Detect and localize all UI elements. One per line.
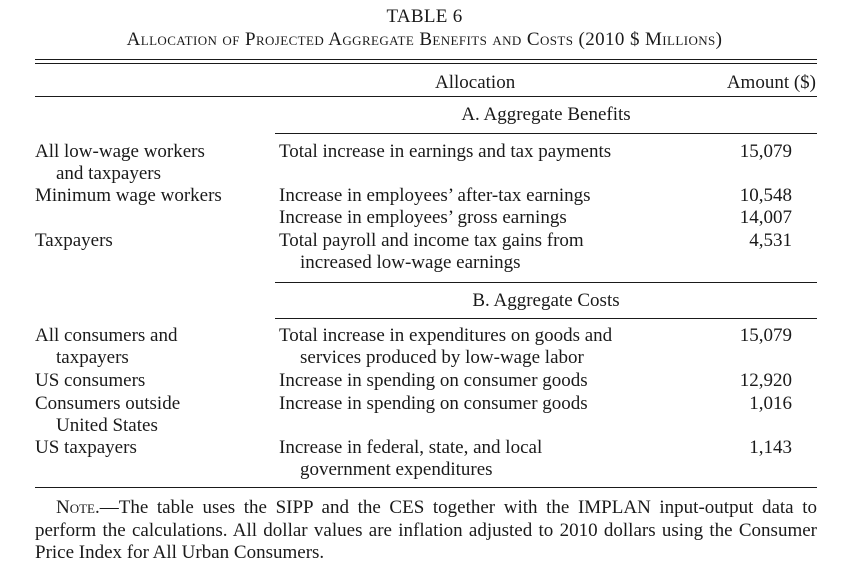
table-row-allocation: Total payroll and income tax gains from … xyxy=(279,230,584,275)
table-row-amount: 14,007 xyxy=(739,207,792,228)
table-row-group-label: US consumers xyxy=(35,370,145,392)
note-text: The table uses the SIPP and the CES toge… xyxy=(35,497,817,563)
table-row-group-label: All consumers and taxpayers xyxy=(35,325,177,370)
group-label-line: United States xyxy=(56,415,158,437)
group-label-line: US consumers xyxy=(35,370,146,391)
allocation-line: Total increase in earnings and tax payme… xyxy=(279,141,612,162)
allocation-line: Increase in employees’ after-tax earning… xyxy=(279,185,591,206)
section-heading-benefits: A. Aggregate Benefits xyxy=(461,104,631,125)
table-row-allocation: Total increase in expenditures on goods … xyxy=(279,325,612,370)
table-row-amount: 1,143 xyxy=(749,437,792,458)
table-row-allocation: Increase in federal, state, and local go… xyxy=(279,437,542,482)
note-label: Note. xyxy=(56,497,100,518)
table-row-allocation: Increase in spending on consumer goods xyxy=(279,370,588,392)
group-label-line: Taxpayers xyxy=(35,230,113,251)
table-row-group-label: US taxpayers xyxy=(35,437,137,459)
table-row-amount: 15,079 xyxy=(739,141,792,162)
group-label-line: US taxpayers xyxy=(35,437,137,458)
allocation-line: Total increase in expenditures on goods … xyxy=(279,325,613,346)
group-label-line: Minimum wage workers xyxy=(35,185,222,206)
table-note: Note.—The table uses the SIPP and the CE… xyxy=(35,497,817,565)
table-row-allocation: Increase in spending on consumer goods xyxy=(279,393,588,415)
table-row-group-label: Minimum wage workers xyxy=(35,185,222,207)
header-rule xyxy=(35,96,817,97)
table-row-group-label: All low-wage workers and taxpayers xyxy=(35,141,205,186)
group-label-line: All consumers and xyxy=(35,325,178,346)
top-rule xyxy=(35,59,817,60)
column-header-allocation: Allocation xyxy=(435,72,516,93)
group-label-line: taxpayers xyxy=(56,347,129,369)
table-title: Allocation of Projected Aggregate Benefi… xyxy=(126,29,723,50)
allocation-line: Increase in spending on consumer goods xyxy=(279,370,588,391)
table-row-amount: 1,016 xyxy=(749,393,792,414)
table-row-allocation: Increase in employees’ gross earnings xyxy=(279,207,567,229)
allocation-line: Increase in spending on consumer goods xyxy=(279,393,588,414)
table-row-amount: 10,548 xyxy=(739,185,792,206)
table-row-amount: 15,079 xyxy=(739,325,792,346)
group-label-line: All low-wage workers xyxy=(35,141,205,162)
allocation-line: services produced by low-wage labor xyxy=(300,347,584,369)
column-header-amount: Amount ($) xyxy=(726,72,816,93)
note-dash: — xyxy=(99,497,119,518)
table-number: TABLE 6 xyxy=(386,6,463,27)
group-label-line: Consumers outside xyxy=(35,393,181,414)
section-rule-benefits xyxy=(275,133,817,134)
table-row-group-label: Taxpayers xyxy=(35,230,113,252)
group-label-line: and taxpayers xyxy=(56,163,161,185)
section-rule-costs xyxy=(275,318,817,319)
bottom-rule xyxy=(35,487,817,488)
table-row-amount: 4,531 xyxy=(749,230,792,251)
table-row-allocation: Total increase in earnings and tax payme… xyxy=(279,141,611,163)
table-row-amount: 12,920 xyxy=(739,370,792,391)
section-rule-costs-top xyxy=(275,282,817,283)
table-row-group-label: Consumers outside United States xyxy=(35,393,180,438)
table-row-allocation: Increase in employees’ after-tax earning… xyxy=(279,185,591,207)
allocation-line: government expenditures xyxy=(300,459,493,481)
allocation-line: Increase in federal, state, and local xyxy=(279,437,543,458)
allocation-line: Increase in employees’ gross earnings xyxy=(279,207,567,228)
allocation-line: increased low-wage earnings xyxy=(300,252,521,274)
section-heading-costs: B. Aggregate Costs xyxy=(472,290,620,311)
allocation-line: Total payroll and income tax gains from xyxy=(279,230,584,251)
top-rule-second xyxy=(35,63,817,64)
